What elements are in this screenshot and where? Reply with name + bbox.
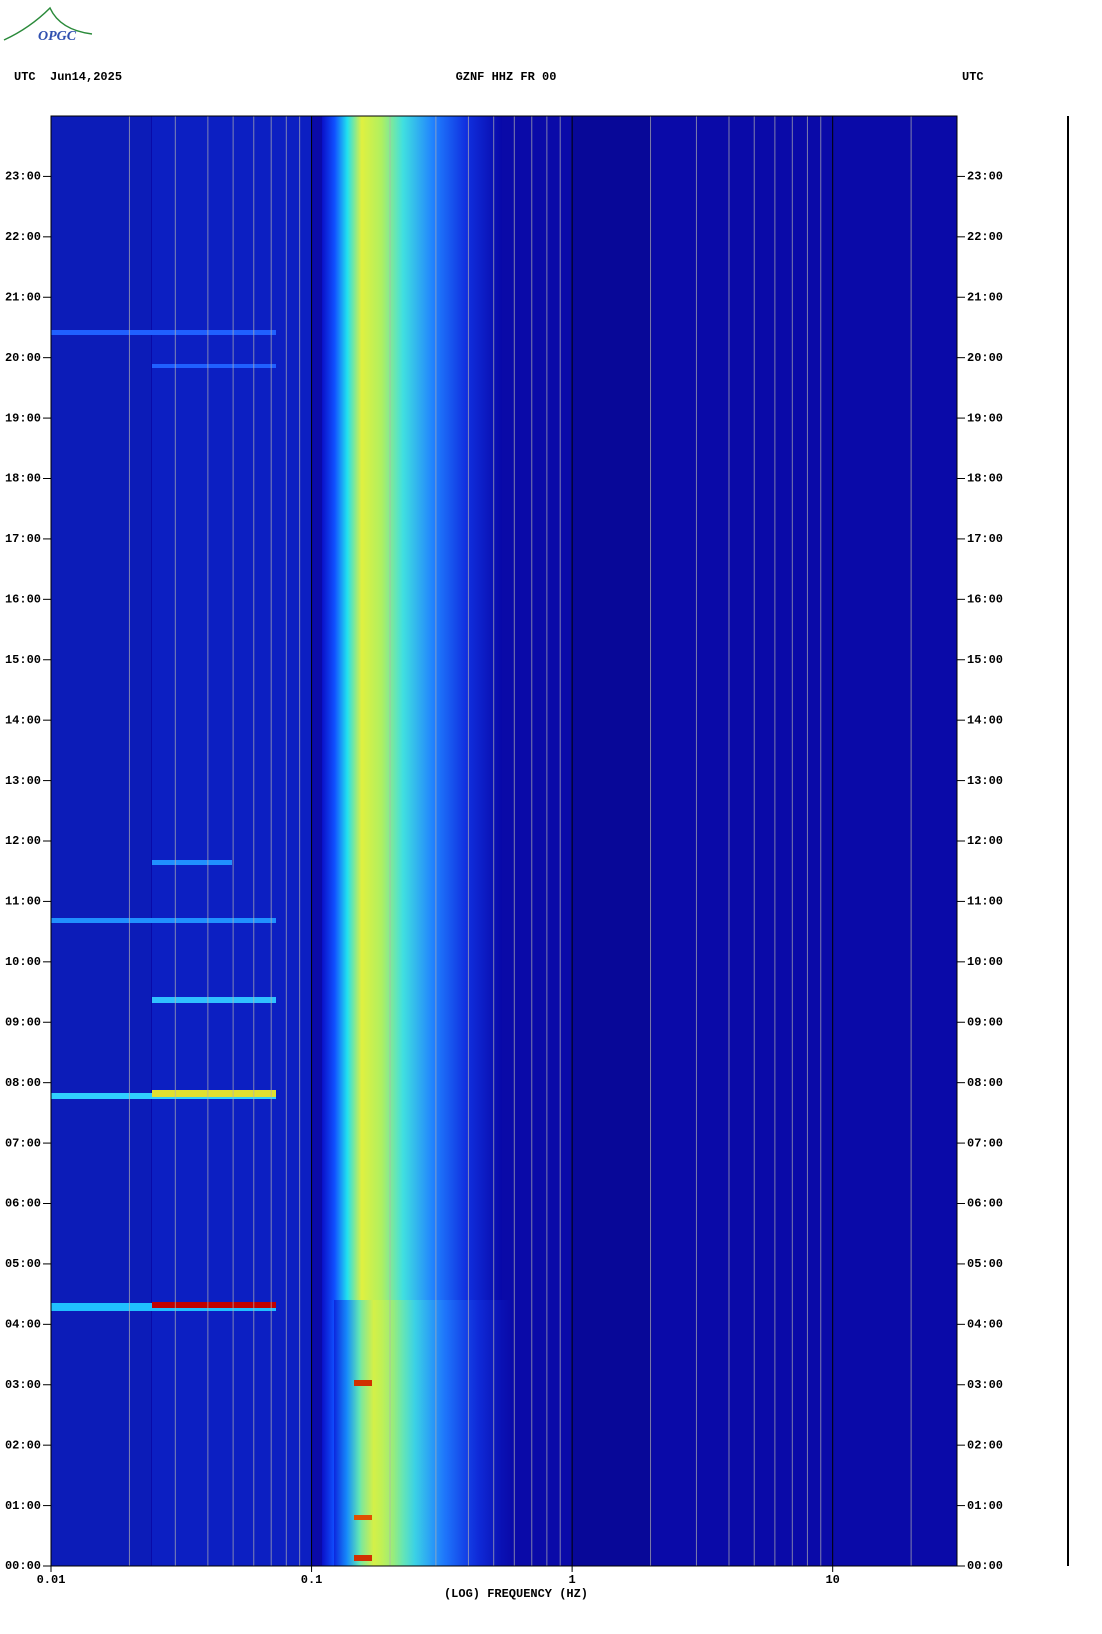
y-tick-label: 21:00 <box>5 290 41 304</box>
y-tick-label: 05:00 <box>967 1257 1003 1271</box>
x-tick-label: 1 <box>569 1573 576 1587</box>
y-tick-label: 06:00 <box>967 1197 1003 1211</box>
y-tick-label: 18:00 <box>967 472 1003 486</box>
y-tick-label: 08:00 <box>5 1076 41 1090</box>
header-right: UTC <box>962 70 984 84</box>
y-tick-label: 17:00 <box>967 532 1003 546</box>
y-tick-label: 00:00 <box>5 1559 41 1573</box>
x-axis-label: (LOG) FREQUENCY (HZ) <box>444 1587 588 1601</box>
y-tick-label: 11:00 <box>5 895 41 909</box>
y-tick-label: 01:00 <box>5 1499 41 1513</box>
y-tick-label: 09:00 <box>967 1015 1003 1029</box>
y-tick-label: 19:00 <box>5 411 41 425</box>
y-tick-label: 00:00 <box>967 1559 1003 1573</box>
y-tick-label: 23:00 <box>5 170 41 184</box>
x-tick-label: 0.01 <box>37 1573 66 1587</box>
y-tick-label: 02:00 <box>967 1438 1003 1452</box>
y-tick-label: 18:00 <box>5 472 41 486</box>
chart-title: GZNF HHZ FR 00 <box>456 70 557 84</box>
y-tick-label: 05:00 <box>5 1257 41 1271</box>
logo-text: OPGC <box>38 29 77 44</box>
y-tick-label: 12:00 <box>5 834 41 848</box>
y-tick-label: 03:00 <box>5 1378 41 1392</box>
y-tick-label: 02:00 <box>5 1438 41 1452</box>
y-tick-label: 11:00 <box>967 895 1003 909</box>
y-tick-label: 17:00 <box>5 532 41 546</box>
y-tick-label: 14:00 <box>967 713 1003 727</box>
y-tick-label: 13:00 <box>5 774 41 788</box>
y-tick-label: 01:00 <box>967 1499 1003 1513</box>
y-tick-label: 20:00 <box>967 351 1003 365</box>
y-tick-label: 16:00 <box>967 593 1003 607</box>
y-tick-label: 07:00 <box>5 1136 41 1150</box>
header-left: UTC Jun14,2025 <box>14 70 122 84</box>
y-tick-label: 14:00 <box>5 713 41 727</box>
y-tick-label: 19:00 <box>967 411 1003 425</box>
y-tick-label: 12:00 <box>967 834 1003 848</box>
y-tick-label: 20:00 <box>5 351 41 365</box>
spectrogram-image <box>51 116 957 1566</box>
y-tick-label: 15:00 <box>5 653 41 667</box>
y-tick-label: 13:00 <box>967 774 1003 788</box>
y-tick-label: 03:00 <box>967 1378 1003 1392</box>
x-tick-label: 0.1 <box>301 1573 323 1587</box>
y-tick-label: 08:00 <box>967 1076 1003 1090</box>
y-tick-label: 10:00 <box>967 955 1003 969</box>
plot-frame <box>50 115 958 1567</box>
y-tick-label: 22:00 <box>5 230 41 244</box>
y-tick-label: 16:00 <box>5 593 41 607</box>
y-tick-label: 07:00 <box>967 1136 1003 1150</box>
y-tick-label: 15:00 <box>967 653 1003 667</box>
y-tick-label: 09:00 <box>5 1015 41 1029</box>
y-tick-label: 06:00 <box>5 1197 41 1211</box>
y-tick-label: 04:00 <box>967 1318 1003 1332</box>
y-tick-label: 04:00 <box>5 1318 41 1332</box>
y-tick-label: 23:00 <box>967 170 1003 184</box>
logo: OPGC <box>3 6 93 44</box>
y-tick-label: 22:00 <box>967 230 1003 244</box>
y-tick-label: 21:00 <box>967 290 1003 304</box>
x-tick-label: 10 <box>825 1573 839 1587</box>
y-tick-label: 10:00 <box>5 955 41 969</box>
